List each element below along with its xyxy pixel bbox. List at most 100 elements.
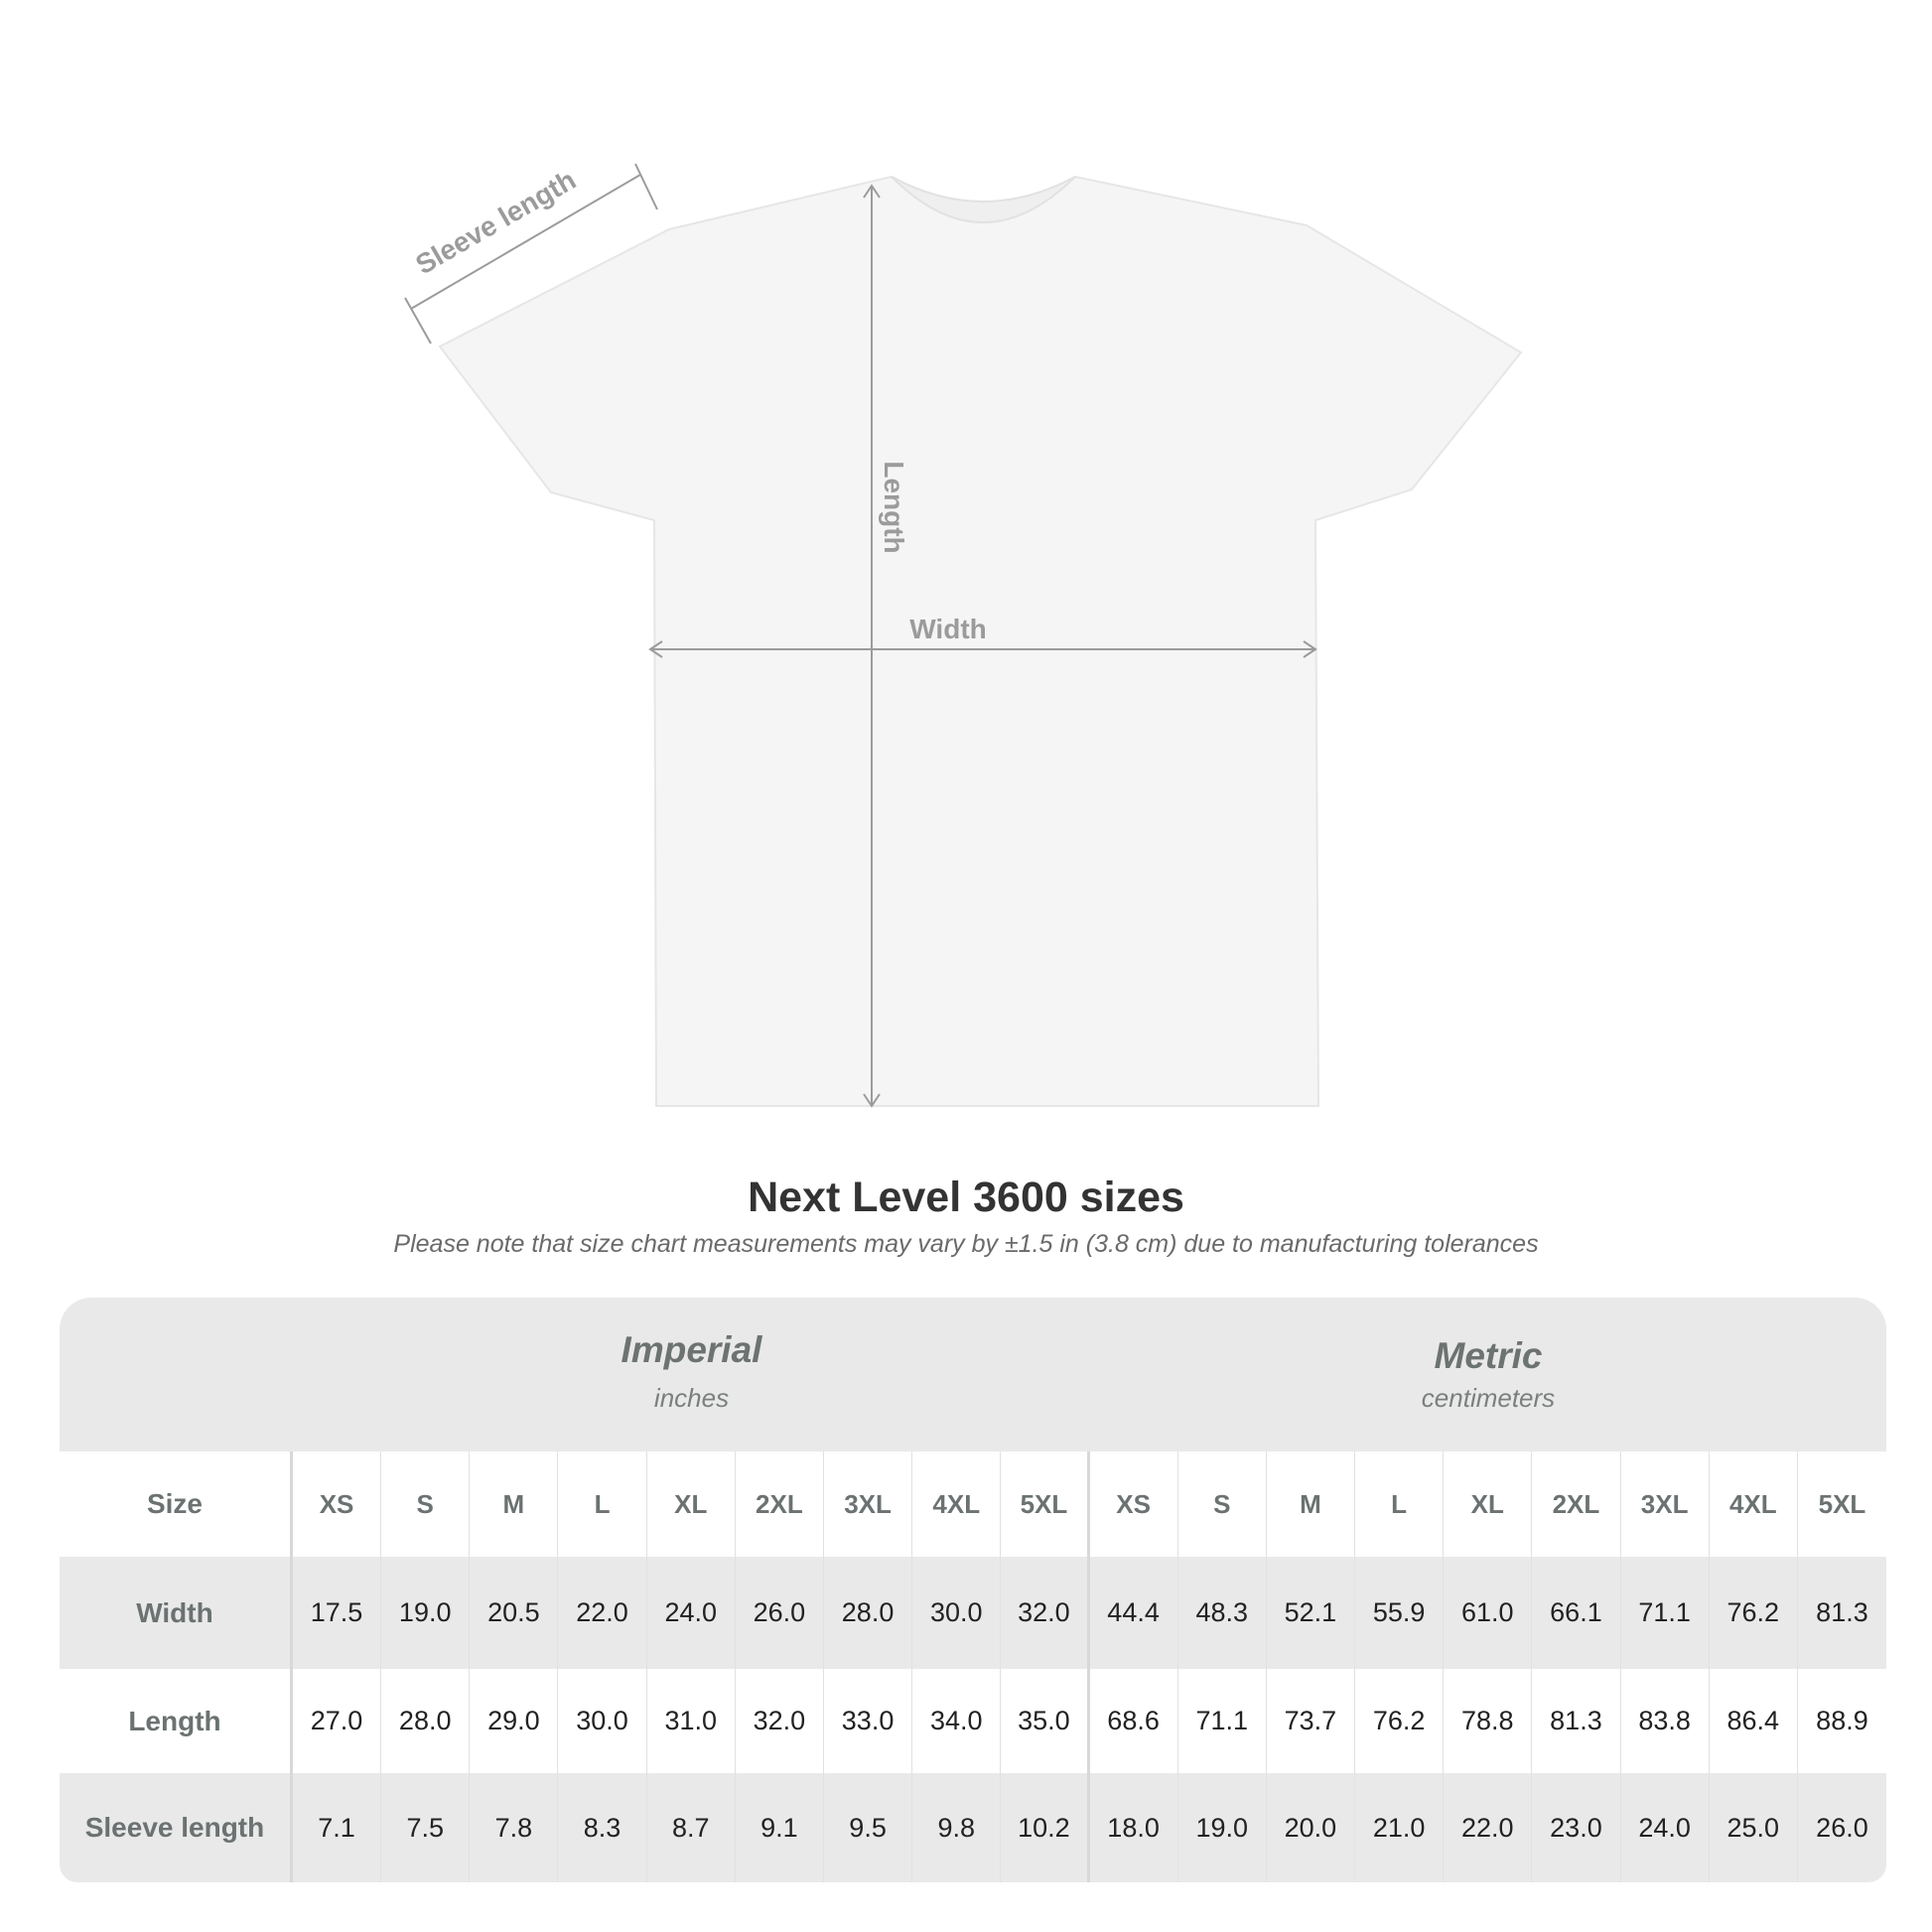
collar <box>891 176 1076 223</box>
size-header-cell: L <box>1355 1451 1445 1557</box>
row-label: Size <box>60 1451 293 1557</box>
length-label: Length <box>879 461 909 553</box>
imperial-unit: inches <box>653 1383 730 1413</box>
measurement-cell: 25.0 <box>1710 1773 1798 1882</box>
size-header-cell: L <box>558 1451 647 1557</box>
measurement-cell: 19.0 <box>1178 1773 1267 1882</box>
measurement-cell: 9.8 <box>912 1773 1002 1882</box>
size-header-cell: XS <box>293 1451 382 1557</box>
measurement-cell: 26.0 <box>736 1557 824 1669</box>
sleeve-tick-left <box>404 297 432 345</box>
measurement-cell: 10.2 <box>1001 1773 1090 1882</box>
width-arrow-left <box>648 640 663 658</box>
sleeve-tick-right <box>634 163 658 210</box>
measurement-cell: 19.0 <box>381 1557 471 1669</box>
measurement-cell: 86.4 <box>1710 1669 1798 1773</box>
measurement-cell: 31.0 <box>647 1669 736 1773</box>
measurement-cell: 8.7 <box>647 1773 736 1882</box>
measurement-cell: 83.8 <box>1621 1669 1710 1773</box>
measurement-cell: 55.9 <box>1355 1557 1445 1669</box>
tolerance-note: Please note that size chart measurements… <box>393 1230 1539 1258</box>
measurement-cell: 48.3 <box>1178 1557 1267 1669</box>
measurement-cell: 81.3 <box>1816 1597 1868 1627</box>
measurement-cell: 18.0 <box>1090 1773 1178 1882</box>
measurement-cell: 30.0 <box>912 1557 1002 1669</box>
measurement-cell: 88.9 <box>1816 1706 1868 1735</box>
measurement-cell: 71.1 <box>1178 1669 1267 1773</box>
measurement-cell: 78.8 <box>1444 1669 1533 1773</box>
measurement-cell: 35.0 <box>1001 1669 1090 1773</box>
size-header-cell: S <box>381 1451 471 1557</box>
length-arrow-bottom <box>863 1093 881 1108</box>
size-header-cell: XL <box>647 1451 736 1557</box>
measurement-cell: 73.7 <box>1267 1669 1356 1773</box>
table-row: Length 27.0 28.0 29.0 30.0 31.0 32.0 33.0 34.0 35… <box>60 1669 1886 1773</box>
measurement-cell: 81.3 <box>1532 1669 1621 1773</box>
row-label: Width <box>60 1557 293 1669</box>
measurement-cell: 33.0 <box>824 1669 913 1773</box>
size-header-cell: 5XL <box>1818 1488 1866 1519</box>
measurement-cell: 28.0 <box>824 1557 913 1669</box>
measurement-cell: 22.0 <box>558 1557 647 1669</box>
sleeve-length-label: Sleeve length <box>410 164 581 280</box>
measurement-cell: 32.0 <box>736 1669 824 1773</box>
size-header-row: Size XS S M L XL 2XL 3XL 4XL 5XL XS S M L XL 2XL 3XL 4XL 5… <box>60 1451 1886 1557</box>
measurement-cell: 24.0 <box>647 1557 736 1669</box>
size-header-cell: 2XL <box>1532 1451 1621 1557</box>
measurement-cell: 21.0 <box>1355 1773 1445 1882</box>
size-header-cell: M <box>470 1451 559 1557</box>
table-row: Width 17.5 19.0 20.5 22.0 24.0 26.0 28.0 30.0 32.… <box>60 1557 1886 1669</box>
size-header-cell: 3XL <box>1621 1451 1710 1557</box>
size-header-cell: 4XL <box>1710 1451 1798 1557</box>
imperial-header: Imperial inches <box>293 1298 1090 1451</box>
size-header-cell: M <box>1267 1451 1356 1557</box>
length-arrow-top <box>863 184 881 199</box>
measurement-cell: 28.0 <box>381 1669 471 1773</box>
measurement-cell: 66.1 <box>1532 1557 1621 1669</box>
measurement-cell: 61.0 <box>1444 1557 1533 1669</box>
size-table: Imperial inches Metric centimeters Size X… <box>60 1298 1886 1882</box>
size-header-cell: 4XL <box>912 1451 1002 1557</box>
size-header-cell: XS <box>1090 1451 1178 1557</box>
size-header-cell: 5XL <box>1001 1451 1090 1557</box>
measurement-cell: 9.1 <box>736 1773 824 1882</box>
measurement-cell: 71.1 <box>1621 1557 1710 1669</box>
measurement-cell: 17.5 <box>293 1557 382 1669</box>
measurement-cell: 76.2 <box>1710 1557 1798 1669</box>
unit-header: Imperial inches Metric centimeters <box>60 1298 1886 1451</box>
measurement-cell: 7.8 <box>470 1773 559 1882</box>
measurement-cell: 24.0 <box>1621 1773 1710 1882</box>
size-header-cell: XL <box>1444 1451 1533 1557</box>
measurement-cell: 30.0 <box>558 1669 647 1773</box>
measurement-cell: 23.0 <box>1532 1773 1621 1882</box>
measurement-cell: 7.1 <box>293 1773 382 1882</box>
size-header-cell: 3XL <box>824 1451 913 1557</box>
measurement-cell: 52.1 <box>1267 1557 1356 1669</box>
measurement-cell: 29.0 <box>470 1669 559 1773</box>
measurement-cell: 22.0 <box>1444 1773 1533 1882</box>
measurement-cell: 68.6 <box>1090 1669 1178 1773</box>
measurement-cell: 7.5 <box>381 1773 471 1882</box>
measurement-cell: 76.2 <box>1355 1669 1445 1773</box>
width-label: Width <box>909 614 987 644</box>
row-label: Length <box>60 1669 293 1773</box>
measurement-cell: 32.0 <box>1001 1557 1090 1669</box>
measurement-cell: 26.0 <box>1816 1812 1868 1843</box>
measurement-cell: 8.3 <box>558 1773 647 1882</box>
size-header-cell: 2XL <box>736 1451 824 1557</box>
measurement-cell: 9.5 <box>824 1773 913 1882</box>
measurement-cell: 20.5 <box>470 1557 559 1669</box>
imperial-title: Imperial <box>621 1329 762 1370</box>
metric-unit: centimeters <box>1421 1383 1556 1413</box>
table-row: Sleeve length 7.1 7.5 7.8 8.3 8.7 9.1 9.5 9.8 10.… <box>60 1773 1886 1882</box>
tshirt-diagram: Width Length Sleeve length <box>404 163 1523 1108</box>
metric-title: Metric <box>1434 1335 1543 1376</box>
sleeve-line <box>410 174 641 310</box>
measurement-cell: 44.4 <box>1090 1557 1178 1669</box>
page-title: Next Level 3600 sizes <box>748 1173 1184 1221</box>
width-arrow-right <box>1303 640 1317 658</box>
size-header-cell: S <box>1178 1451 1267 1557</box>
measurement-cell: 27.0 <box>293 1669 382 1773</box>
metric-header: Metric centimeters <box>1090 1298 1886 1451</box>
measurement-cell: 20.0 <box>1267 1773 1356 1882</box>
